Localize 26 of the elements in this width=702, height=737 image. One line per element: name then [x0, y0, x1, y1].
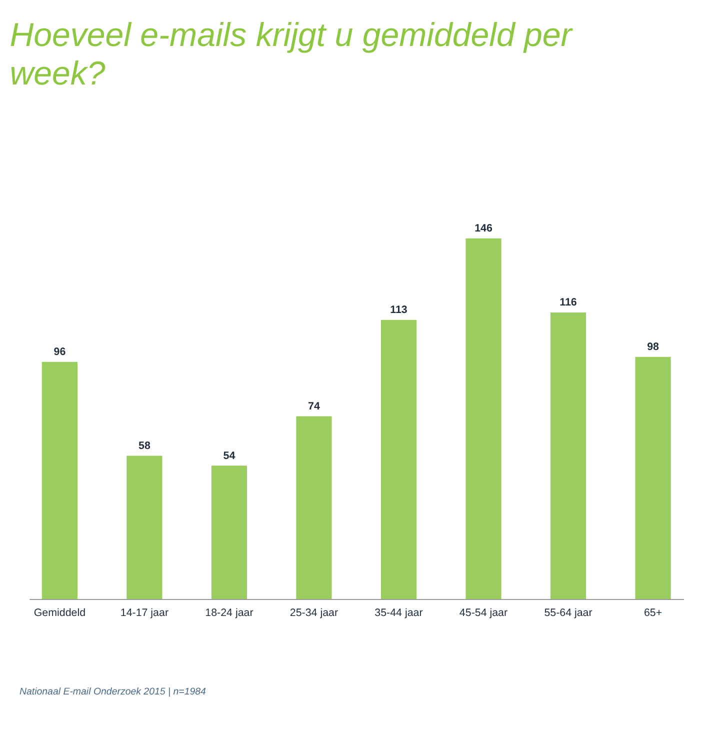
bar: [42, 362, 78, 600]
bar: [550, 312, 586, 600]
x-tick-label: 14-17 jaar: [120, 607, 169, 620]
data-label: 98: [647, 341, 660, 354]
x-tick-label: 25-34 jaar: [290, 607, 338, 620]
bar: [380, 320, 417, 600]
x-tick-label: 65+: [644, 607, 662, 620]
bar: [635, 356, 671, 600]
x-tick-label: Gemiddeld: [34, 607, 86, 620]
x-tick-label: 35-44 jaar: [374, 607, 424, 620]
bar: [126, 456, 162, 600]
bar: [296, 416, 332, 600]
data-label: 146: [474, 222, 492, 235]
text: Nationaal E-mail Onderzoek 2015 | n=1984: [19, 686, 207, 698]
x-tick-label: 55-64 jaar: [544, 607, 593, 620]
data-label: 54: [223, 450, 236, 462]
bar: [466, 238, 502, 600]
data-label: 113: [390, 304, 408, 316]
data-label: 58: [138, 440, 150, 452]
x-tick-label: 18-24 jaar: [205, 607, 254, 620]
data-label: 116: [560, 296, 577, 309]
chart-title: Hoeveel e-mails krijgt u gemiddeld per week?: [10, 16, 574, 93]
data-label: 96: [54, 346, 66, 358]
x-tick-label: 45-54 jaar: [459, 607, 508, 620]
bar: [211, 466, 248, 600]
data-label: 74: [308, 400, 320, 412]
